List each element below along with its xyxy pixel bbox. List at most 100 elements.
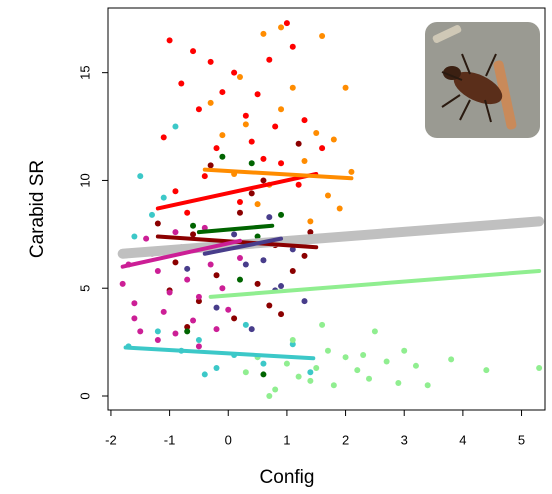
point (330, 136, 337, 143)
point (160, 194, 167, 201)
point (283, 20, 290, 27)
point (278, 160, 285, 167)
point (301, 252, 308, 259)
point (236, 209, 243, 216)
x-tick-label: 4 (459, 432, 466, 447)
x-tick-label: 5 (518, 432, 525, 447)
point (166, 289, 173, 296)
point (119, 280, 126, 287)
point (236, 255, 243, 262)
point (289, 43, 296, 50)
point (160, 134, 167, 141)
point (319, 33, 326, 40)
point (295, 181, 302, 188)
fit-line (202, 236, 284, 256)
point (301, 117, 308, 124)
point (483, 367, 490, 374)
point (137, 328, 144, 335)
point (295, 140, 302, 147)
point (248, 190, 255, 197)
point (195, 298, 202, 305)
plot-area (117, 20, 545, 399)
point (289, 84, 296, 91)
point (278, 311, 285, 318)
point (195, 336, 202, 343)
photo-debris (432, 25, 462, 43)
point (266, 302, 273, 309)
x-tick-label: 0 (225, 432, 232, 447)
point (348, 168, 355, 175)
point (260, 257, 267, 264)
point (366, 375, 373, 382)
point (154, 267, 161, 274)
point (254, 201, 261, 208)
point (283, 360, 290, 367)
x-tick-label: 2 (342, 432, 349, 447)
point (190, 222, 197, 229)
point (236, 73, 243, 80)
point (236, 198, 243, 205)
point (336, 205, 343, 212)
point (131, 315, 138, 322)
point (178, 80, 185, 87)
point (289, 267, 296, 274)
point (260, 360, 267, 367)
point (195, 293, 202, 300)
point (319, 145, 326, 152)
point (260, 30, 267, 37)
point (401, 347, 408, 354)
point (278, 211, 285, 218)
point (154, 328, 161, 335)
point (266, 392, 273, 399)
point (184, 328, 191, 335)
point (242, 261, 249, 268)
point (219, 132, 226, 139)
y-tick-label: 10 (77, 173, 92, 187)
point (172, 229, 179, 236)
point (319, 321, 326, 328)
point (213, 326, 220, 333)
point (236, 276, 243, 283)
point (248, 160, 255, 167)
plot-frame (107, 7, 546, 411)
point (260, 371, 267, 378)
point (248, 138, 255, 145)
y-tick-label: 15 (77, 65, 92, 79)
point (207, 162, 214, 169)
point (231, 315, 238, 322)
point (195, 343, 202, 350)
x-tick-label: 3 (401, 432, 408, 447)
point (242, 121, 249, 128)
point (213, 304, 220, 311)
point (154, 220, 161, 227)
point (260, 177, 267, 184)
point (254, 280, 261, 287)
point (324, 347, 331, 354)
y-axis-title: Carabid SR (27, 160, 48, 258)
point (424, 382, 431, 389)
point (307, 377, 314, 384)
point (172, 123, 179, 130)
point (172, 188, 179, 195)
point (184, 265, 191, 272)
point (213, 145, 220, 152)
point (131, 300, 138, 307)
point (143, 235, 150, 242)
point (448, 356, 455, 363)
point (254, 233, 261, 240)
point (278, 24, 285, 31)
point (272, 123, 279, 130)
point (266, 56, 273, 63)
point (278, 283, 285, 290)
point (201, 224, 208, 231)
point (231, 231, 238, 238)
point (301, 298, 308, 305)
point (242, 369, 249, 376)
point (207, 58, 214, 65)
point (160, 308, 167, 315)
point (148, 211, 155, 218)
y-tick-label: 5 (77, 285, 92, 292)
photo-stick (493, 60, 517, 130)
point (313, 130, 320, 137)
